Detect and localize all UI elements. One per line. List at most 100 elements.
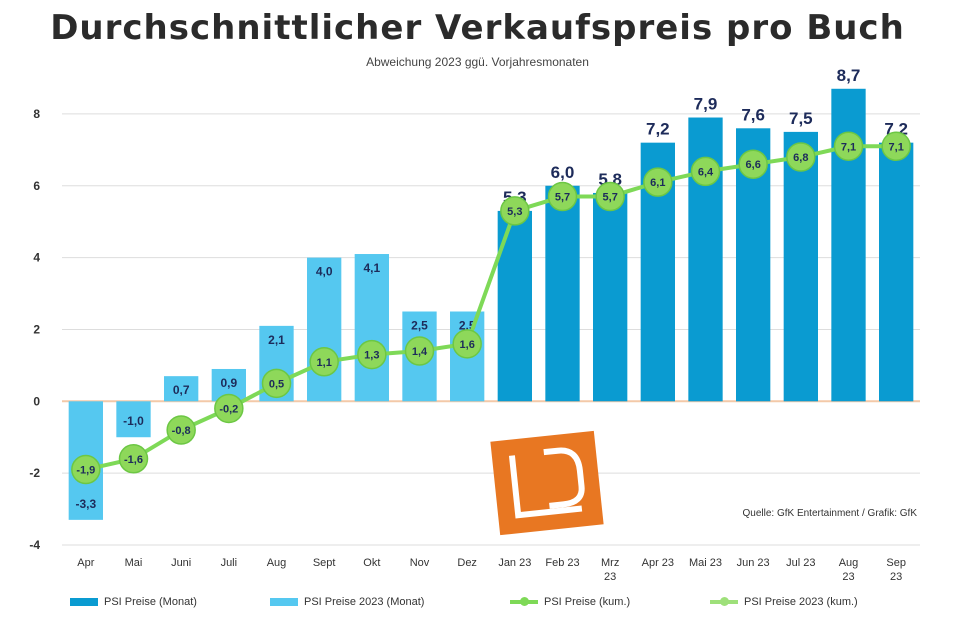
x-tick-label: Juni [171,557,191,569]
line-point [261,368,292,399]
bar-2023 [593,192,628,402]
y-tick-label: 2 [33,322,40,336]
line-value-label: -1,9 [76,465,95,477]
bar-2023 [545,185,580,402]
line-value-label: 5,7 [555,192,570,204]
cumulative-line [85,144,897,472]
y-tick-label: 0 [33,394,40,408]
x-tick-label: Apr [77,557,94,569]
legend-label: PSI Preise 2023 (Monat) [304,596,425,608]
bar-2022 [307,257,342,402]
y-tick-label: 8 [33,107,40,121]
bar-value-label: 2,1 [268,333,285,347]
line-value-label: 5,3 [507,206,522,218]
x-tick-label: Apr 23 [642,557,674,569]
legend-swatch [270,598,298,606]
bar-2022 [116,401,151,438]
bar-value-label: 4,0 [316,265,333,279]
legend-item: PSI Preise (kum.) [510,596,630,608]
x-tick-label: Feb 23 [545,557,579,569]
legend-item: PSI Preise 2023 (kum.) [710,596,858,608]
legend-item: PSI Preise 2023 (Monat) [270,596,424,608]
bar-value-label: -1,0 [123,414,144,428]
bar-value-label: 2,5 [411,319,428,333]
line-value-label: 7,1 [889,141,904,153]
x-tick-label: Aug [267,557,287,569]
line-value-label: 1,3 [364,350,379,362]
line-value-label: 6,4 [698,166,714,178]
x-tick-label: Jul 23 [786,557,815,569]
line-point [118,444,149,474]
x-tick-label: Mai 23 [689,557,722,569]
x-tick-label: Okt [363,557,380,569]
bar-value-label: 8,7 [837,66,861,85]
line-point [404,336,435,366]
line-point [357,339,387,370]
bar-value-label: 7,5 [789,109,813,128]
line-point [71,454,101,485]
bar-value-label: 4,1 [363,261,380,275]
line-point [738,149,768,179]
x-tick-label: Sep 23 [886,557,906,583]
line-point [309,347,339,377]
legend-label: PSI Preise 2023 (kum.) [744,596,858,608]
bar-value-label: 6,0 [551,163,575,182]
line-point [500,196,530,226]
legend-label: PSI Preise (Monat) [104,596,197,608]
line-value-label: -0,8 [172,425,191,437]
line-point [786,142,816,172]
line-value-label: 6,6 [746,159,761,171]
bar-2022 [164,376,199,402]
chart-title: Durchschnittlicher Verkaufspreis pro Buc… [50,8,905,48]
line-point [881,131,911,162]
y-tick-label: 6 [33,179,40,193]
publisher-logo [487,428,607,538]
bar-value-label: 7,2 [646,120,670,139]
chart-subtitle: Abweichung 2023 ggü. Vorjahresmonaten [366,55,589,69]
legend-swatch [70,598,98,606]
line-value-label: 6,8 [793,152,808,164]
legend-swatch [510,597,538,606]
x-tick-label: Mrz 23 [601,557,619,583]
y-tick-label: -4 [29,538,40,552]
line-point [833,131,864,162]
x-tick-label: Nov [410,557,430,569]
y-tick-label: -2 [29,466,40,480]
line-value-label: 0,5 [269,378,284,390]
x-tick-label: Juli [221,557,238,569]
legend-item: PSI Preise (Monat) [70,596,197,608]
line-value-label: 1,1 [317,357,332,369]
line-point [452,329,482,359]
line-value-label: 7,1 [841,141,856,153]
bar-2022 [354,254,389,402]
line-point [690,156,721,187]
x-tick-label: Jun 23 [737,557,770,569]
line-point [547,181,578,212]
x-tick-label: Aug 23 [839,557,859,583]
line-value-label: -0,2 [219,403,238,415]
bar-value-label: 7,9 [694,95,718,114]
legend-label: PSI Preise (kum.) [544,596,631,608]
x-tick-label: Dez [457,557,477,569]
bar-value-label: -3,3 [75,497,96,511]
bar-value-label: 0,9 [220,376,237,390]
bar-2023 [879,142,914,402]
x-tick-label: Sept [313,557,336,569]
source-note: Quelle: GfK Entertainment / Grafik: GfK [742,508,917,519]
y-tick-label: 4 [33,251,40,265]
line-value-label: 1,6 [460,339,475,351]
bar-value-label: 7,6 [741,105,765,124]
line-value-label: 6,1 [650,177,665,189]
legend-swatch [710,597,738,606]
line-value-label: -1,6 [124,454,143,466]
chart-legend: PSI Preise (Monat) PSI Preise 2023 (Monat… [70,596,930,616]
x-tick-label: Mai [125,557,143,569]
line-point [214,393,244,424]
x-tick-label: Jan 23 [498,557,531,569]
bar-2023 [783,131,818,402]
bar-value-label: 0,7 [173,383,190,397]
line-point [595,181,625,212]
line-value-label: 1,4 [412,346,428,358]
line-point [643,167,673,197]
